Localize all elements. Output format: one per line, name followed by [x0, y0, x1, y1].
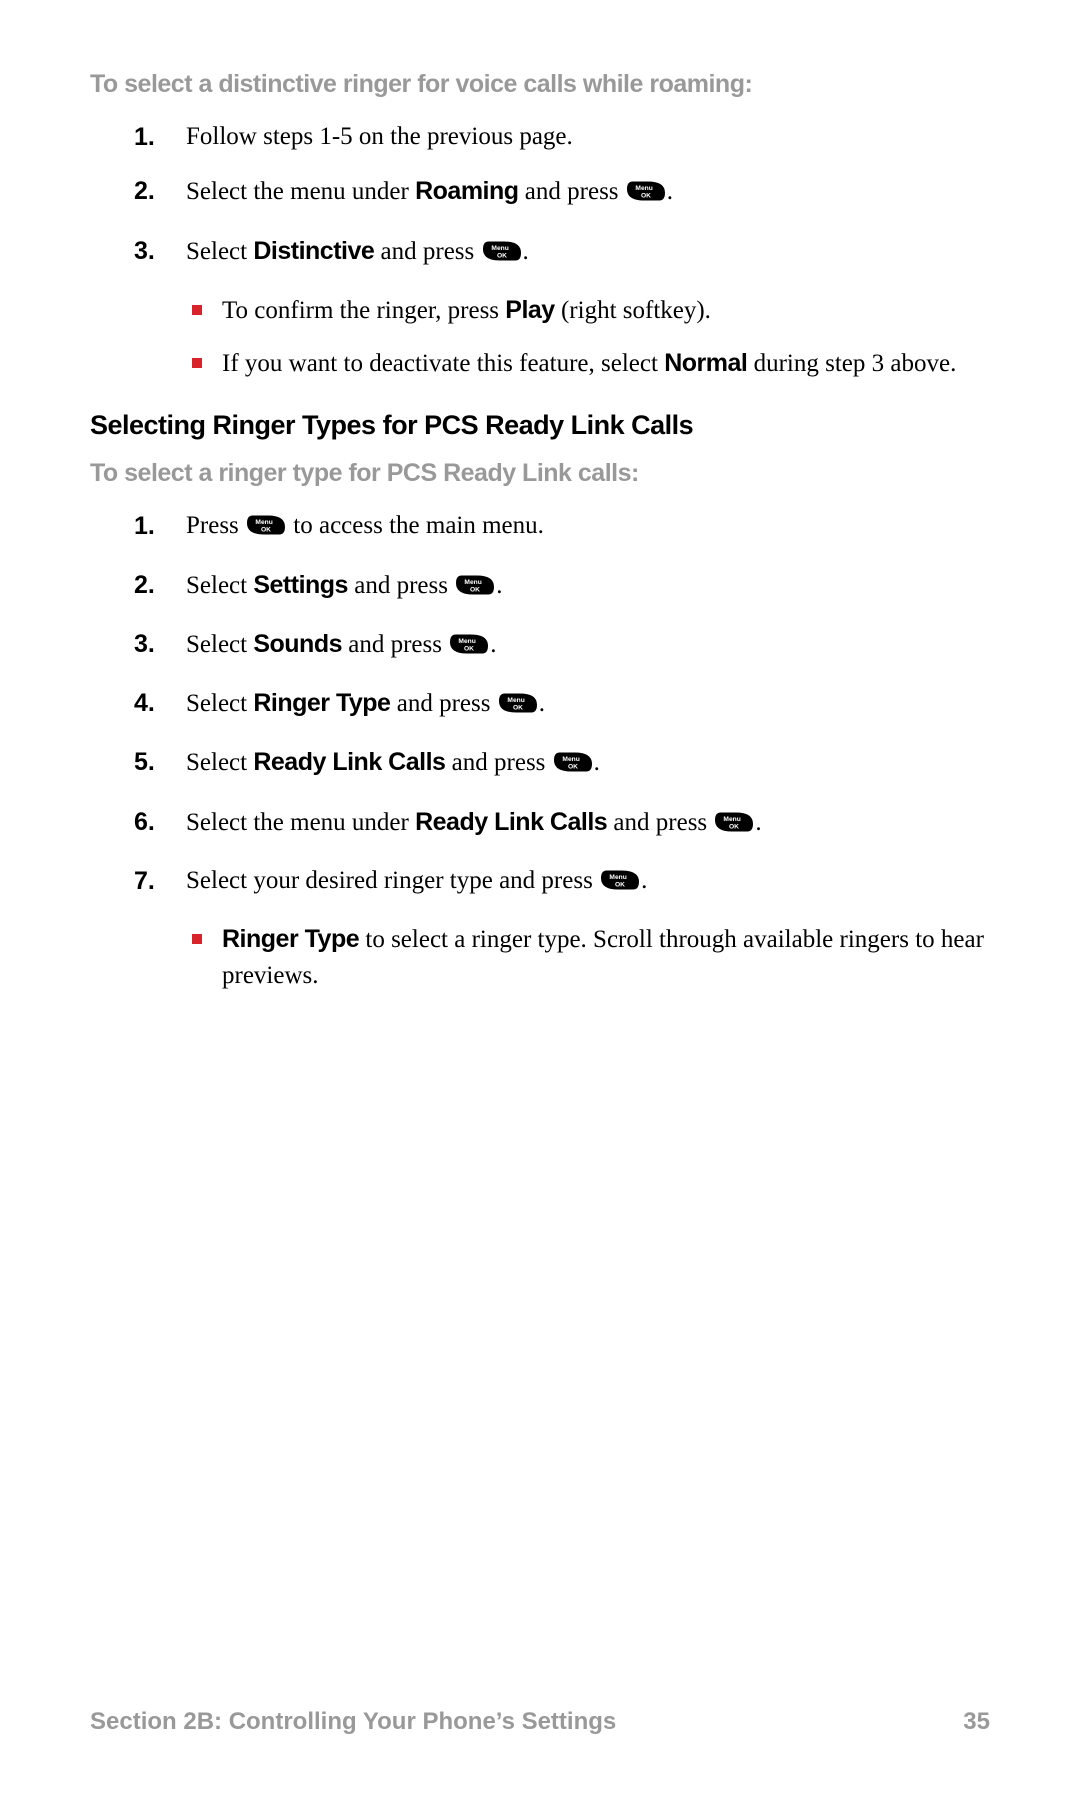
- step-text: .: [539, 690, 545, 717]
- menu-ok-key-icon: [456, 572, 494, 608]
- step-text: Select the menu under: [186, 178, 415, 205]
- menu-ok-key-icon: [715, 809, 753, 845]
- menu-ok-key-icon: [247, 512, 285, 548]
- step-text: and press: [519, 178, 625, 205]
- step-text: Select your desired ringer type and pres…: [186, 867, 599, 894]
- menu-ok-key-icon: [627, 178, 665, 214]
- sub-list: To confirm the ringer, press Play (right…: [186, 292, 990, 383]
- step-text: Press: [186, 512, 245, 539]
- step-text: Select the menu under: [186, 809, 415, 836]
- step-5: Select Ready Link Calls and press .: [90, 744, 990, 785]
- sub-text: To confirm the ringer, press: [222, 297, 505, 324]
- step-text: .: [755, 809, 761, 836]
- bold: Play: [505, 296, 554, 324]
- bold: Sounds: [253, 630, 342, 658]
- step-7: Select your desired ringer type and pres…: [90, 863, 990, 995]
- bold: Roaming: [415, 177, 518, 205]
- step-text: to access the main menu.: [287, 512, 544, 539]
- heading-roaming: To select a distinctive ringer for voice…: [90, 70, 990, 99]
- menu-ok-key-icon: [499, 690, 537, 726]
- bold: Settings: [253, 571, 348, 599]
- step-text: .: [594, 749, 600, 776]
- sub-item: Ringer Type to select a ringer type. Scr…: [186, 921, 990, 995]
- menu-ok-key-icon: [554, 749, 592, 785]
- steps-readylink: Press to access the main menu. Select Se…: [90, 508, 990, 994]
- step-text: Select: [186, 238, 253, 265]
- step-text: Follow steps 1-5 on the previous page.: [186, 123, 573, 150]
- bold: Ringer Type: [253, 689, 390, 717]
- step-text: .: [641, 867, 647, 894]
- sub-item: To confirm the ringer, press Play (right…: [186, 292, 990, 329]
- step-text: Select: [186, 690, 253, 717]
- sub-text: during step 3 above.: [747, 350, 956, 377]
- step-text: and press: [374, 238, 480, 265]
- step-text: and press: [445, 749, 551, 776]
- bold: Ready Link Calls: [415, 808, 607, 836]
- sub-text: (right softkey).: [555, 297, 711, 324]
- step-text: .: [523, 238, 529, 265]
- sub-text: If you want to deactivate this feature, …: [222, 350, 664, 377]
- step-text: Select: [186, 572, 253, 599]
- bold: Ready Link Calls: [253, 748, 445, 776]
- sub-item: If you want to deactivate this feature, …: [186, 345, 990, 382]
- bold: Ringer Type: [222, 925, 359, 953]
- menu-ok-key-icon: [601, 867, 639, 903]
- step-text: and press: [390, 690, 496, 717]
- step-4: Select Ringer Type and press .: [90, 685, 990, 726]
- footer-page-number: 35: [963, 1708, 990, 1736]
- step-text: .: [490, 631, 496, 658]
- step-1: Press to access the main menu.: [90, 508, 990, 548]
- step-text: .: [496, 572, 502, 599]
- step-3: Select Distinctive and press . To confir…: [90, 233, 990, 383]
- sub-list: Ringer Type to select a ringer type. Scr…: [186, 921, 990, 995]
- step-text: and press: [607, 809, 713, 836]
- step-6: Select the menu under Ready Link Calls a…: [90, 804, 990, 845]
- step-1: Follow steps 1-5 on the previous page.: [90, 119, 990, 155]
- step-3: Select Sounds and press .: [90, 626, 990, 667]
- step-text: .: [667, 178, 673, 205]
- menu-ok-key-icon: [483, 238, 521, 274]
- step-text: and press: [348, 572, 454, 599]
- step-text: Select: [186, 631, 253, 658]
- heading-readylink-steps: To select a ringer type for PCS Ready Li…: [90, 459, 990, 488]
- step-text: and press: [342, 631, 448, 658]
- step-2: Select Settings and press .: [90, 567, 990, 608]
- page-footer: Section 2B: Controlling Your Phone’s Set…: [90, 1708, 990, 1736]
- step-2: Select the menu under Roaming and press …: [90, 173, 990, 214]
- step-text: Select: [186, 749, 253, 776]
- steps-roaming: Follow steps 1-5 on the previous page. S…: [90, 119, 990, 382]
- bold: Normal: [664, 349, 747, 377]
- menu-ok-key-icon: [450, 631, 488, 667]
- footer-section: Section 2B: Controlling Your Phone’s Set…: [90, 1708, 616, 1736]
- section-heading-readylink: Selecting Ringer Types for PCS Ready Lin…: [90, 410, 990, 441]
- bold: Distinctive: [253, 237, 374, 265]
